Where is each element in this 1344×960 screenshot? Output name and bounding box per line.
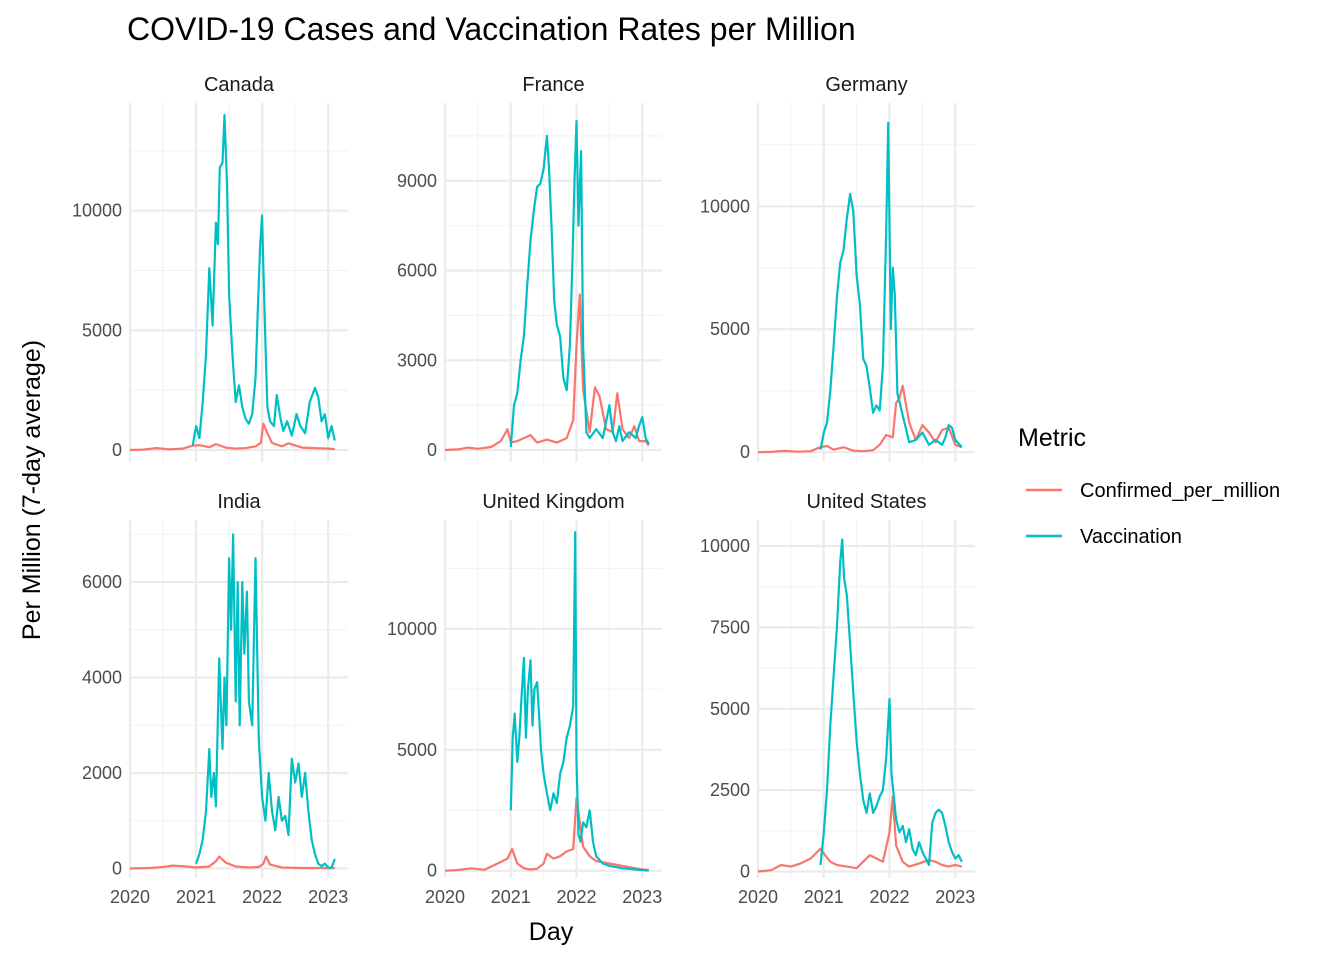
series-line-vaccination-germany xyxy=(819,121,963,450)
y-tick-label: 10000 xyxy=(387,619,437,639)
y-tick-label: 2000 xyxy=(82,763,122,783)
panel-india: 0 2000 4000 6000 2020 2021 2022 2023 India xyxy=(82,491,348,907)
series-line-vaccination-united-states xyxy=(819,538,963,867)
legend: Metric Confirmed_per_million Vaccination xyxy=(1018,424,1280,548)
x-tick-label: 2022 xyxy=(869,887,909,907)
x-tick-label: 2023 xyxy=(622,887,662,907)
x-tick-label: 2021 xyxy=(804,887,844,907)
y-tick-label: 4000 xyxy=(82,668,122,688)
panel-canada: 0 5000 10000 Canada xyxy=(72,74,348,462)
series-line-confirmed-per-million-united-kingdom xyxy=(444,797,649,872)
facet-panels: 0 5000 10000 Canada 0 3000 6000 9000 France 0 5000… xyxy=(72,74,975,907)
x-axis-title: Day xyxy=(529,918,574,946)
y-tick-label: 0 xyxy=(427,861,437,881)
y-tick-label: 5000 xyxy=(710,699,750,719)
y-tick-label: 0 xyxy=(427,440,437,460)
y-tick-label: 5000 xyxy=(397,740,437,760)
series-line-confirmed-per-million-france xyxy=(444,293,650,452)
y-tick-label: 0 xyxy=(740,861,750,881)
panel-germany: 0 5000 10000 Germany xyxy=(700,74,975,462)
y-tick-label: 0 xyxy=(112,440,122,460)
chart-title: COVID-19 Cases and Vaccination Rates per… xyxy=(127,11,856,47)
series-line-vaccination-canada xyxy=(191,113,336,446)
legend-label-confirmed: Confirmed_per_million xyxy=(1080,480,1280,502)
y-tick-label: 9000 xyxy=(397,171,437,191)
y-tick-label: 3000 xyxy=(397,350,437,370)
x-tick-label: 2022 xyxy=(242,887,282,907)
facet-label-germany: Germany xyxy=(825,74,907,96)
x-tick-label: 2021 xyxy=(491,887,531,907)
y-tick-label: 10000 xyxy=(72,201,122,221)
series-line-confirmed-per-million-germany xyxy=(757,384,963,454)
y-tick-label: 2500 xyxy=(710,780,750,800)
y-tick-label: 5000 xyxy=(82,320,122,340)
facet-label-united-states: United States xyxy=(806,491,926,513)
x-tick-label: 2022 xyxy=(556,887,596,907)
y-tick-label: 6000 xyxy=(82,572,122,592)
facet-label-united-kingdom: United Kingdom xyxy=(482,491,624,513)
y-axis-title: Per Million (7-day average) xyxy=(18,340,46,640)
x-tick-label: 2020 xyxy=(738,887,778,907)
facet-label-india: India xyxy=(217,491,261,513)
x-tick-label: 2020 xyxy=(425,887,465,907)
y-tick-label: 0 xyxy=(112,858,122,878)
y-tick-label: 7500 xyxy=(710,617,750,637)
y-tick-label: 5000 xyxy=(710,319,750,339)
series-line-vaccination-united-kingdom xyxy=(509,530,649,872)
x-tick-label: 2021 xyxy=(176,887,216,907)
facet-label-canada: Canada xyxy=(204,74,275,96)
panel-united-kingdom: 0 5000 10000 2020 2021 2022 2023 United Kingdom xyxy=(387,491,662,907)
panel-france: 0 3000 6000 9000 France xyxy=(397,74,662,462)
panel-united-states: 0 2500 5000 7500 10000 2020 2021 2022 2023 United… xyxy=(700,491,975,907)
series-line-confirmed-per-million-united-states xyxy=(757,795,963,873)
y-tick-label: 0 xyxy=(740,442,750,462)
legend-title: Metric xyxy=(1018,424,1086,452)
series-line-confirmed-per-million-canada xyxy=(129,422,335,452)
facet-label-france: France xyxy=(522,74,584,96)
series-line-confirmed-per-million-india xyxy=(129,855,335,870)
x-tick-label: 2020 xyxy=(110,887,150,907)
x-tick-label: 2023 xyxy=(935,887,975,907)
series-line-vaccination-india xyxy=(195,533,336,870)
x-tick-label: 2023 xyxy=(308,887,348,907)
y-tick-label: 10000 xyxy=(700,536,750,556)
y-tick-label: 10000 xyxy=(700,196,750,216)
series-line-vaccination-france xyxy=(509,119,650,448)
legend-label-vaccination: Vaccination xyxy=(1080,526,1182,548)
y-tick-label: 6000 xyxy=(397,261,437,281)
